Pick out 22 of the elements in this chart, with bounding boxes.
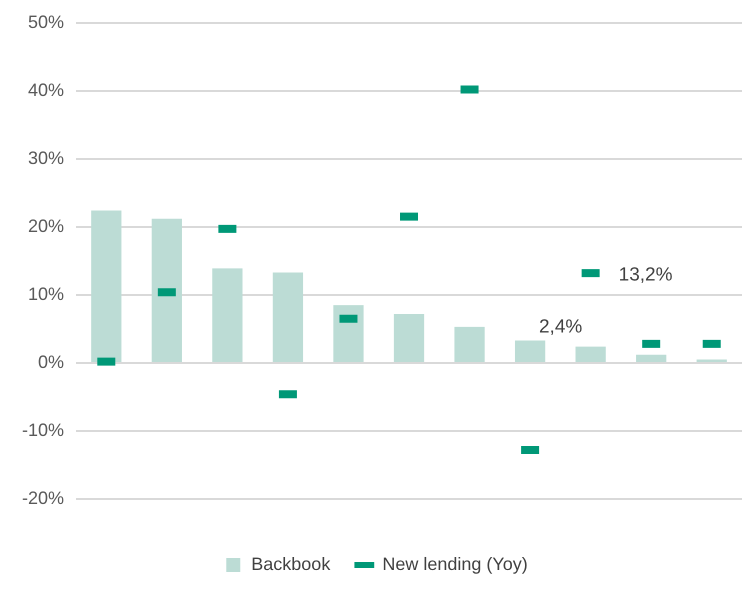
bar xyxy=(333,305,364,362)
y-tick-label: -10% xyxy=(22,420,64,440)
bar xyxy=(272,272,304,362)
bar xyxy=(576,346,606,362)
bar xyxy=(212,268,243,362)
y-tick-label: 20% xyxy=(28,216,64,236)
y-tick-label: 10% xyxy=(28,284,64,304)
data-label: 2,4% xyxy=(538,316,582,338)
y-tick-label: 40% xyxy=(28,80,64,100)
legend-label: Backbook xyxy=(251,554,332,574)
y-tick-label: 50% xyxy=(28,12,64,32)
data-label: 13,2% xyxy=(618,264,673,286)
y-tick-label: 30% xyxy=(28,148,64,168)
bar xyxy=(454,326,485,362)
bar xyxy=(91,210,122,362)
bar xyxy=(394,314,424,362)
bar xyxy=(636,354,666,362)
bar xyxy=(152,218,182,362)
y-tick-label: 0% xyxy=(38,352,64,372)
bar xyxy=(514,340,546,362)
legend-label: New lending (Yoy) xyxy=(382,554,528,574)
y-tick-label: -20% xyxy=(22,488,64,508)
